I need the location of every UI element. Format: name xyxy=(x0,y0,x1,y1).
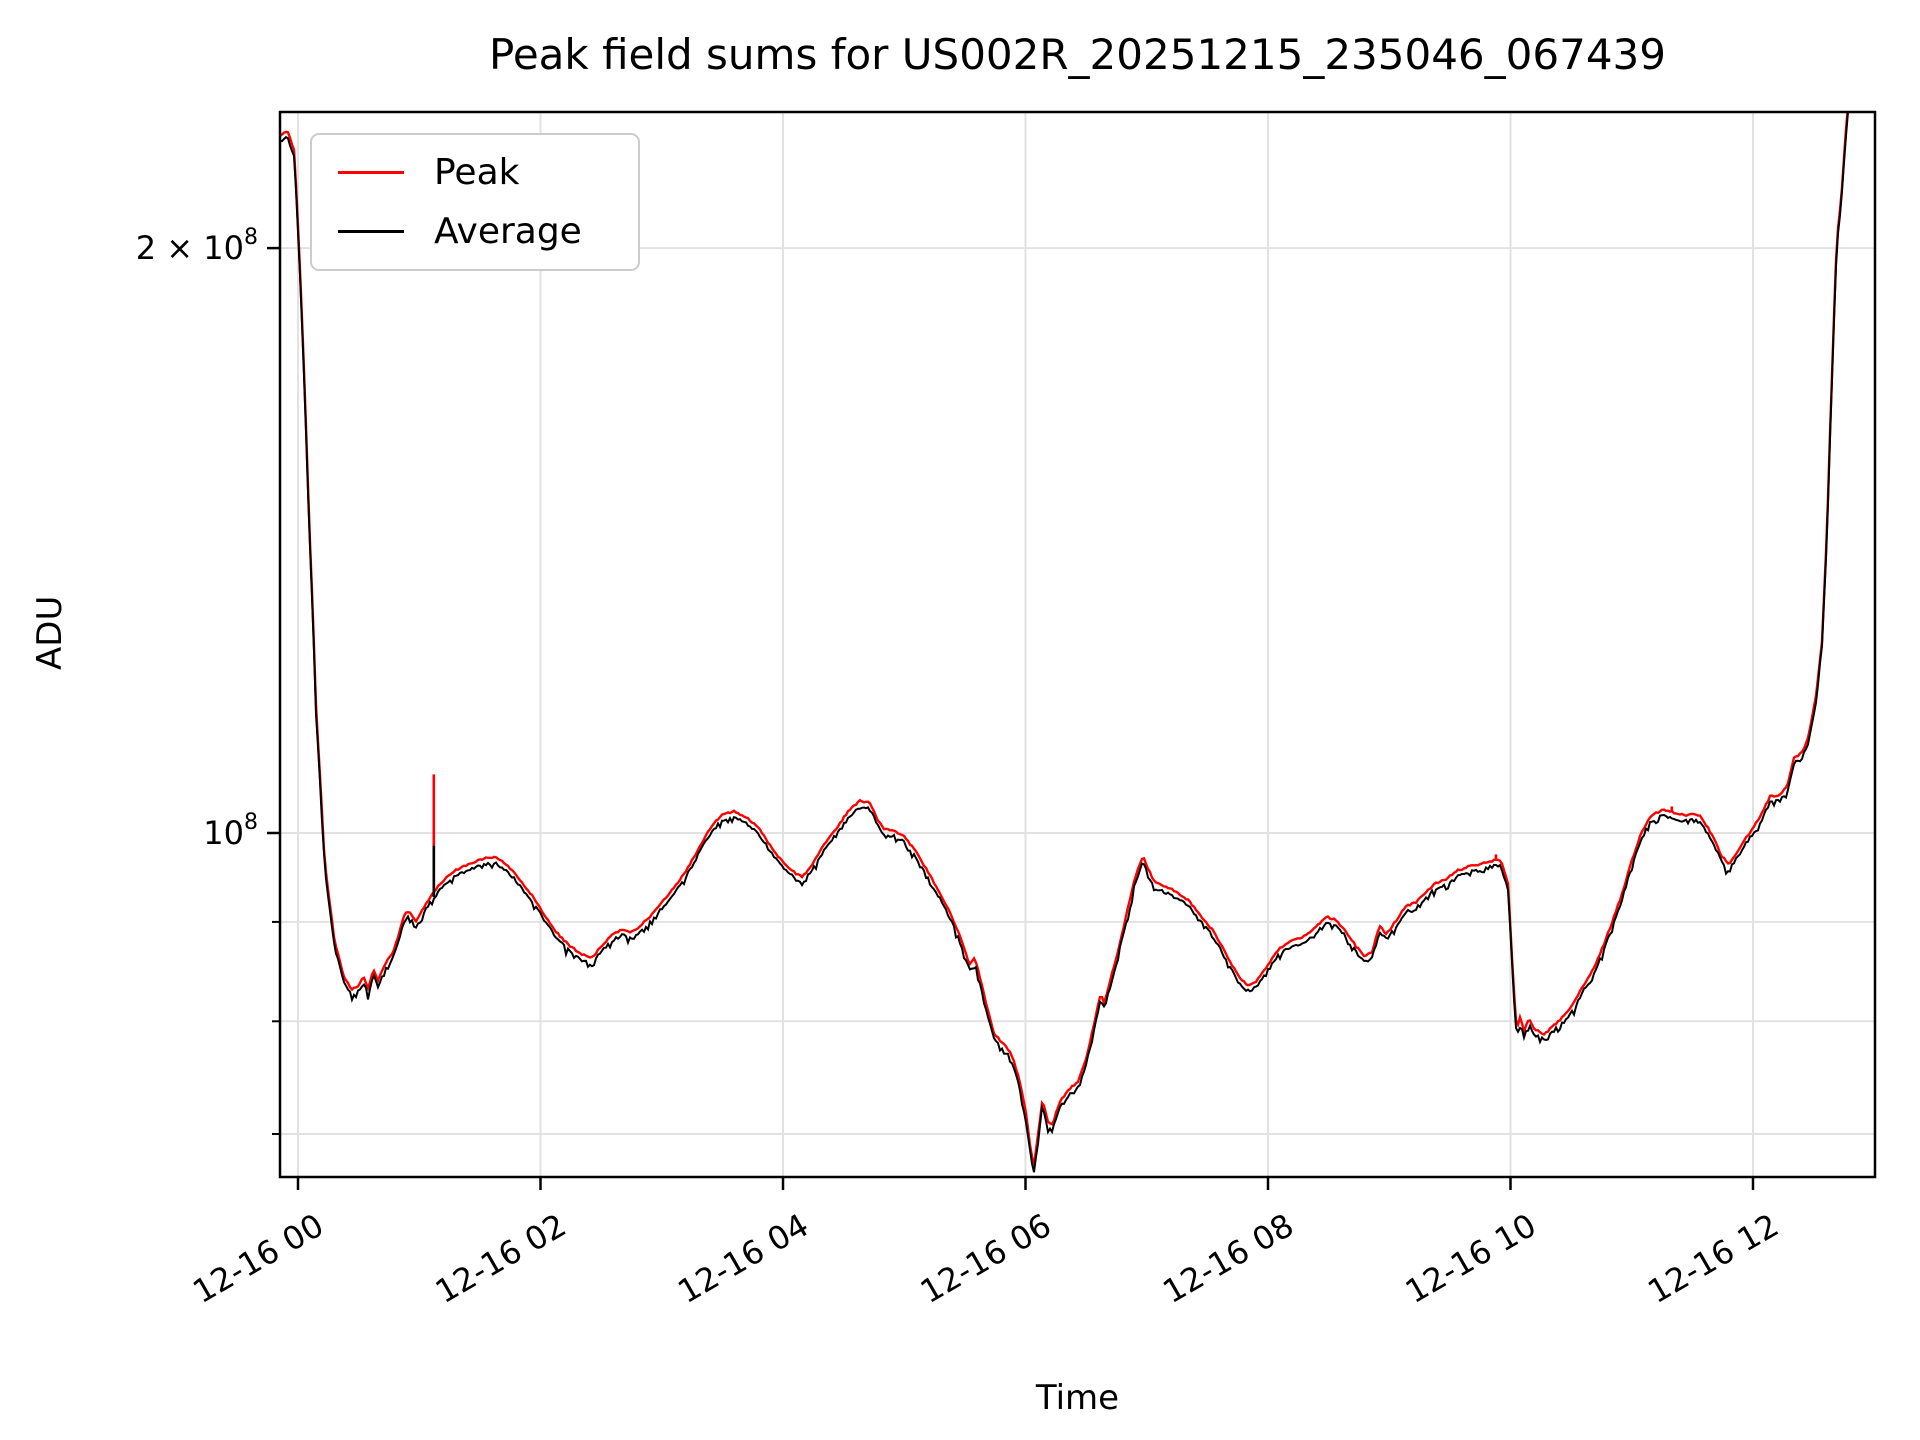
x-tick-label: 12-16 06 xyxy=(914,1206,1058,1311)
legend-label-average: Average xyxy=(434,210,582,252)
legend-label-peak: Peak xyxy=(434,152,520,194)
legend-line-sample-peak xyxy=(338,171,404,175)
average-series-line xyxy=(280,112,1849,1173)
x-tick-label: 12-16 00 xyxy=(186,1206,330,1311)
legend-item-peak: Peak xyxy=(312,152,638,193)
x-tick-label: 12-16 08 xyxy=(1156,1206,1300,1311)
y-axis-label: ADU xyxy=(30,595,70,670)
x-tick-label: 12-16 04 xyxy=(671,1206,815,1311)
y-tick-label: 2 × 108 xyxy=(136,225,258,267)
x-tick-label: 12-16 10 xyxy=(1399,1206,1543,1311)
chart-title: Peak field sums for US002R_20251215_2350… xyxy=(489,30,1666,79)
data-series-group xyxy=(280,112,1849,1173)
legend-line-sample-average xyxy=(338,229,404,233)
plot-border xyxy=(278,110,1877,1179)
legend: Peak Average xyxy=(310,133,640,271)
legend-item-average: Average xyxy=(312,211,638,252)
x-axis-label: Time xyxy=(1035,1378,1120,1418)
y-tick-label: 108 xyxy=(203,810,258,852)
x-tick-label: 12-16 12 xyxy=(1641,1206,1785,1311)
x-tick-label: 12-16 02 xyxy=(429,1206,573,1311)
peak-series-line xyxy=(280,112,1849,1166)
